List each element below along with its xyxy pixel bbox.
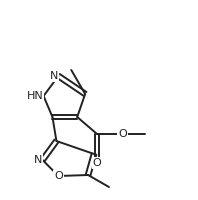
Text: O: O xyxy=(54,171,63,181)
Text: N: N xyxy=(50,71,58,81)
Text: O: O xyxy=(118,129,127,139)
Text: O: O xyxy=(93,158,101,168)
Text: HN: HN xyxy=(27,91,44,101)
Text: N: N xyxy=(34,155,43,165)
